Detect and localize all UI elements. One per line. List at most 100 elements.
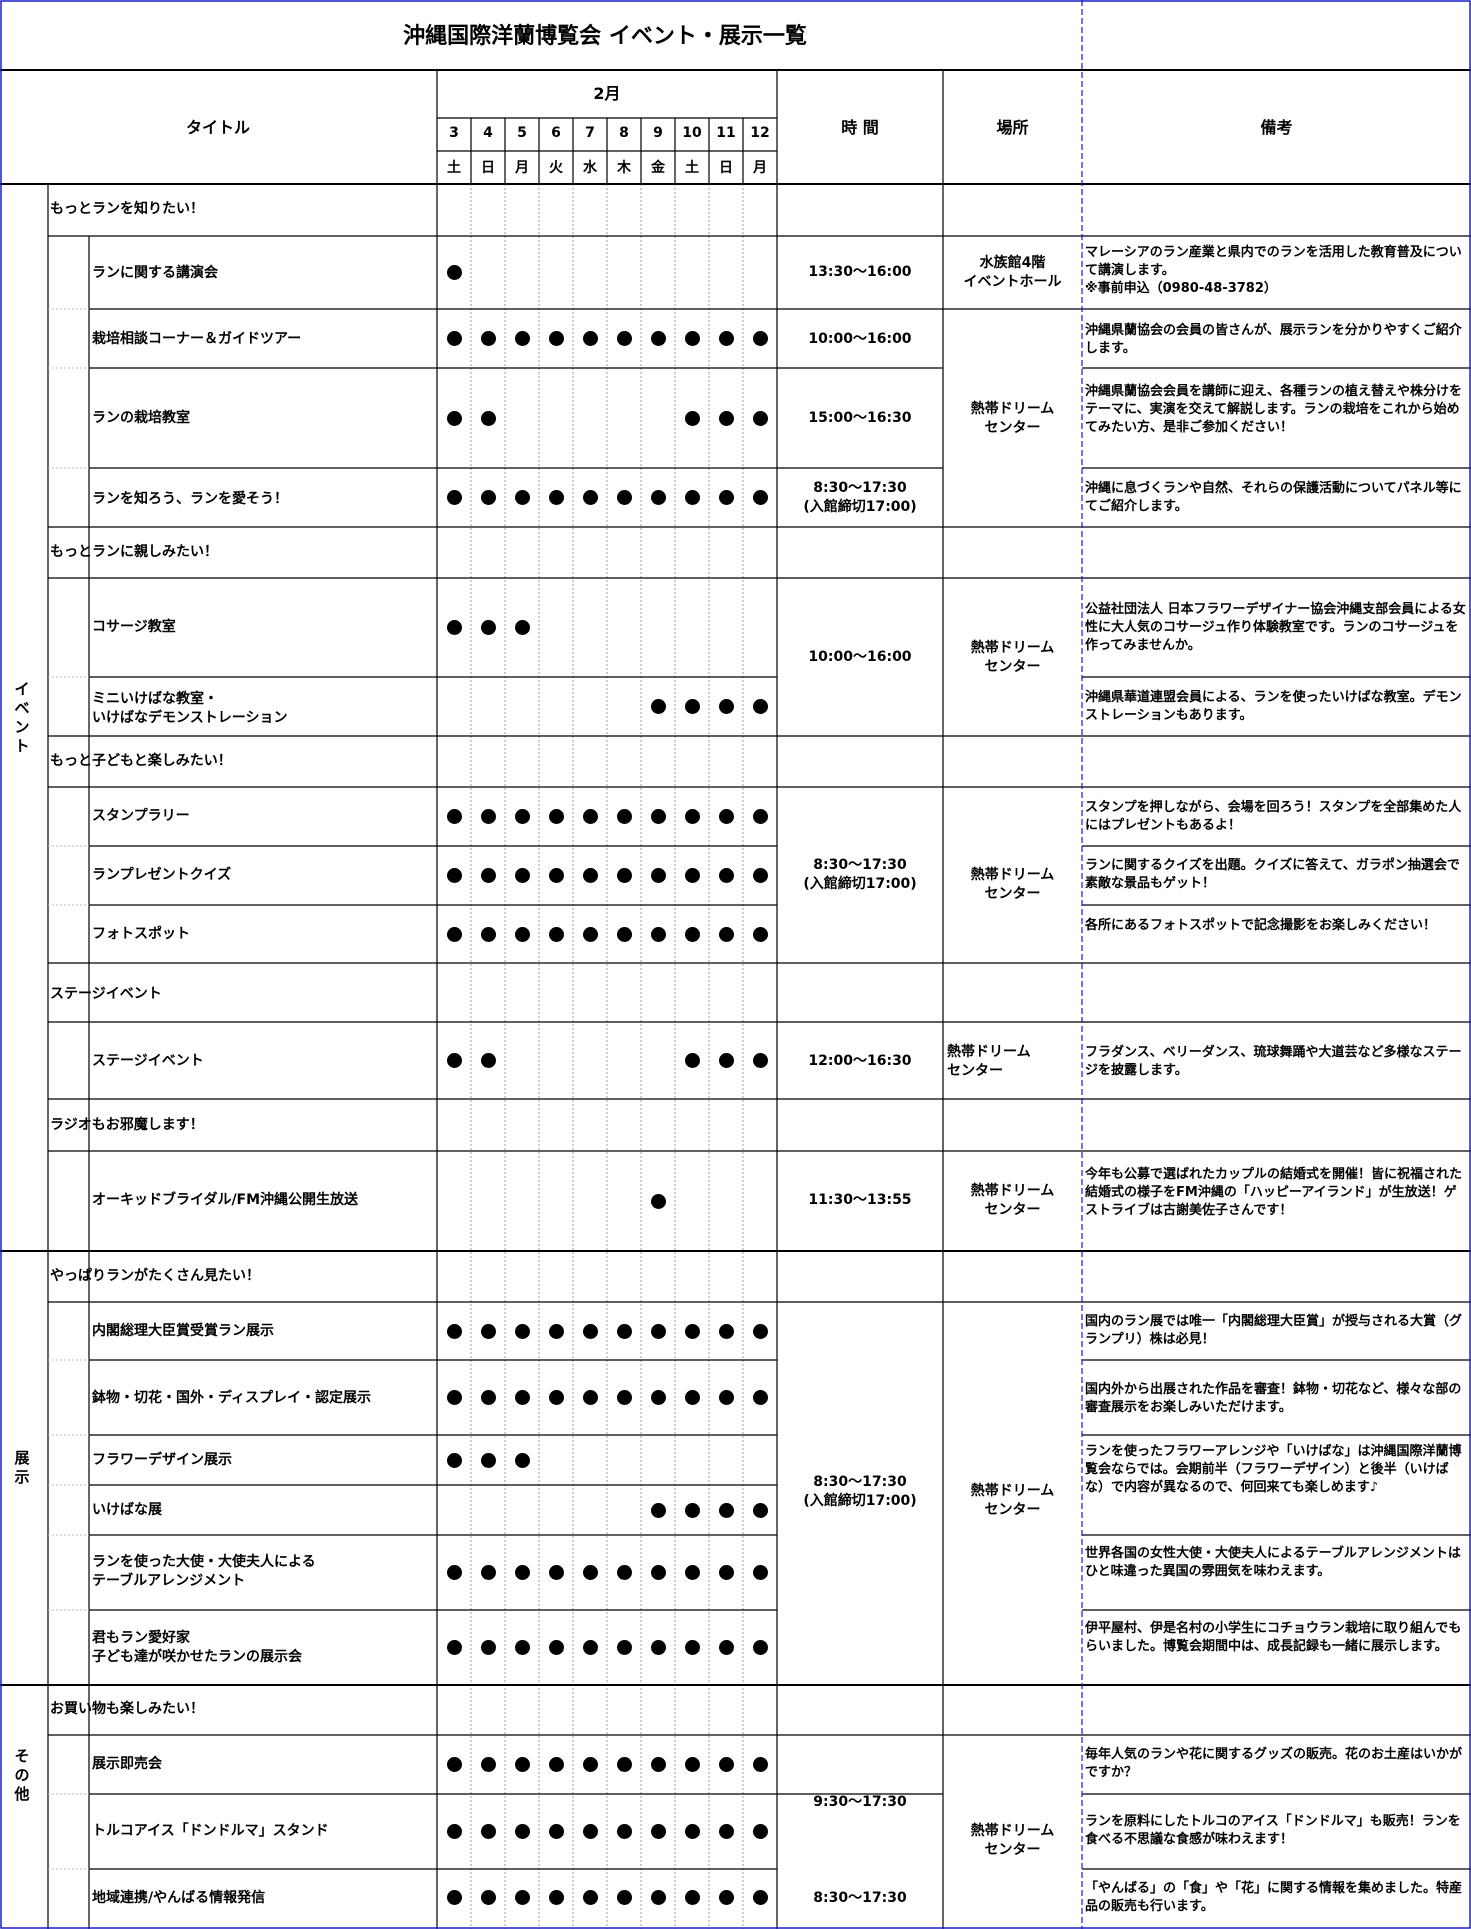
time-cell: 9:30～17:30 (813, 1794, 907, 1810)
header-place-col: 場所 (996, 118, 1029, 137)
schedule-dot (480, 868, 496, 883)
header-day-number: 12 (750, 125, 770, 141)
schedule-dot (718, 1323, 734, 1339)
event-title: ミニいけばな教室・ いけばなデモンストレーション (92, 691, 288, 726)
schedule-dot (446, 926, 462, 942)
schedule-dot (718, 699, 734, 714)
schedule-dot (582, 1323, 598, 1339)
schedule-dot (514, 1640, 530, 1655)
note-cell: 沖縄県蘭協会会員を講師に迎え、各種ランの植え替えや株分けをテーマに、実演を交えて… (1085, 384, 1463, 435)
note-cell: 伊平屋村、伊是名村の小学生にコチョウラン栽培に取り組んでもらいました。博覧会期間… (1085, 1621, 1462, 1654)
schedule-dot (480, 1053, 496, 1068)
schedule-dot (548, 868, 564, 883)
note-cell: フラダンス、ベリーダンス、琉球舞踊や大道芸など多様なステージを披露します。 (1085, 1045, 1462, 1078)
schedule-dot (684, 1565, 700, 1580)
schedule-dot (446, 265, 462, 280)
schedule-dot (650, 809, 666, 824)
note-cell: マレーシアのラン産業と県内でのランを活用した教育普及について講演します。 ※事前… (1085, 245, 1462, 296)
header-weekday: 月 (515, 160, 529, 176)
schedule-dot (548, 1889, 564, 1905)
schedule-dot (616, 1824, 632, 1839)
time-cell: 13:30～16:00 (808, 264, 912, 280)
header-weekday: 日 (719, 160, 733, 176)
header-day-number: 9 (653, 125, 663, 141)
schedule-dot (582, 1824, 598, 1839)
event-title: ランを使った大使・大使夫人による テーブルアレンジメント (92, 1554, 316, 1589)
schedule-dot (684, 1390, 700, 1405)
event-title: ランプレゼントクイズ (92, 867, 232, 883)
header-day-number: 5 (517, 125, 527, 141)
schedule-dot (650, 1889, 666, 1905)
schedule-dot (446, 1640, 462, 1655)
schedule-dot (548, 490, 564, 505)
schedule-dot (446, 620, 462, 635)
schedule-dot (650, 1323, 666, 1339)
schedule-dot (752, 1502, 768, 1518)
schedule-dot (446, 331, 462, 346)
schedule-dot (752, 1640, 768, 1655)
schedule-dot (616, 1390, 632, 1405)
event-title: 内閣総理大臣賞受賞ラン展示 (92, 1323, 274, 1339)
event-title: スタンプラリー (92, 808, 190, 824)
schedule-dot (616, 1565, 632, 1580)
note-cell: 毎年人気のランや花に関するグッズの販売。花のお土産はいかがですか？ (1085, 1747, 1463, 1780)
header-day-number: 3 (449, 125, 459, 141)
schedule-dot (616, 490, 632, 505)
schedule-dot (684, 699, 700, 714)
place-cell: 熱帯ドリーム センター (970, 401, 1055, 436)
event-title: 栽培相談コーナー＆ガイドツアー (92, 331, 302, 347)
schedule-dot (718, 1565, 734, 1580)
event-title: 鉢物・切花・国外・ディスプレイ・認定展示 (92, 1390, 372, 1406)
schedule-dot (480, 1889, 496, 1905)
schedule-dot (514, 1323, 530, 1339)
group-header: お買い物も楽しみたい！ (50, 1701, 204, 1717)
time-cell: 8:30～17:30 (入館締切17:00) (803, 1474, 917, 1509)
schedule-dot (446, 490, 462, 505)
schedule-dot (582, 868, 598, 883)
time-cell: 8:30～17:30 (813, 1890, 907, 1906)
schedule-dot (616, 1889, 632, 1905)
note-cell: 沖縄に息づくランや自然、それらの保護活動についてパネル等にてご紹介します。 (1085, 481, 1462, 514)
schedule-dot (684, 410, 700, 426)
schedule-dot (616, 868, 632, 883)
schedule-dot (446, 868, 462, 883)
schedule-dot (650, 490, 666, 505)
schedule-dot (718, 1640, 734, 1655)
header-time-col: 時 間 (841, 118, 879, 137)
schedule-dot (446, 410, 462, 426)
header-weekday: 木 (617, 160, 631, 176)
schedule-dot (446, 1390, 462, 1405)
schedule-dot (446, 1889, 462, 1905)
header-day-number: 10 (682, 125, 702, 141)
schedule-dot (616, 1323, 632, 1339)
schedule-dot (718, 1502, 734, 1518)
schedule-dot (684, 1824, 700, 1839)
schedule-dot (548, 1390, 564, 1405)
time-cell: 10:00～16:00 (808, 331, 912, 347)
place-cell: 熱帯ドリーム センター (970, 867, 1055, 902)
schedule-dot (582, 926, 598, 942)
header-day-number: 11 (716, 125, 736, 141)
schedule-dot (514, 1824, 530, 1839)
schedule-dot (548, 1757, 564, 1772)
schedule-dot (752, 1889, 768, 1905)
event-title: ランに関する講演会 (92, 265, 218, 281)
time-cell: 11:30～13:55 (808, 1192, 912, 1208)
schedule-dot (446, 1757, 462, 1772)
schedule-dot (582, 490, 598, 505)
schedule-dot (752, 868, 768, 883)
schedule-dot (650, 1502, 666, 1518)
header-day-number: 4 (483, 125, 493, 141)
schedule-dot (684, 1053, 700, 1068)
schedule-dot (480, 926, 496, 942)
header-weekday: 土 (685, 160, 699, 176)
schedule-dot (548, 1323, 564, 1339)
header-weekday: 水 (583, 160, 597, 176)
schedule-dot (582, 809, 598, 824)
schedule-dot (718, 1390, 734, 1405)
event-title: ランの栽培教室 (92, 410, 190, 426)
header-weekday: 土 (447, 160, 461, 176)
schedule-dot (616, 809, 632, 824)
